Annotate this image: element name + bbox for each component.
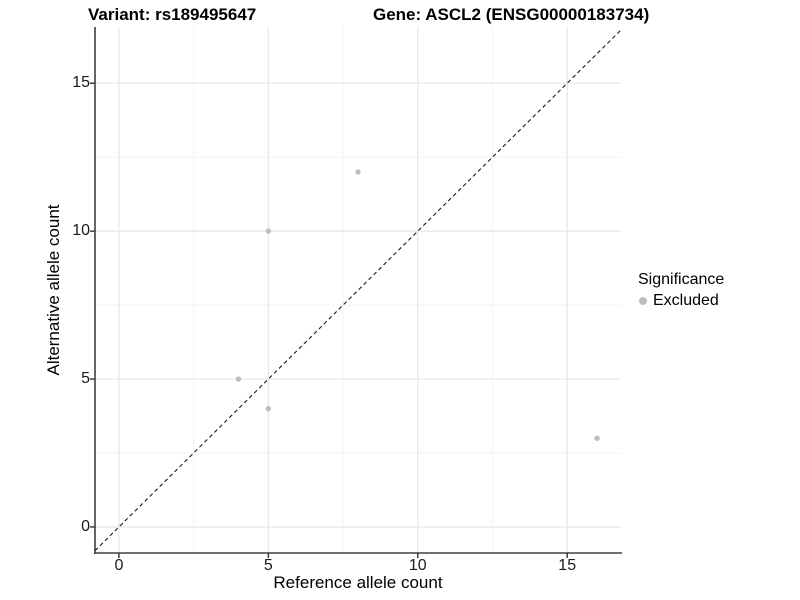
x-tick-label: 5	[263, 557, 273, 574]
data-point	[235, 376, 242, 382]
data-point	[355, 169, 361, 175]
data-point	[594, 435, 600, 441]
data-point	[265, 405, 272, 412]
y-tick-label: 5	[81, 370, 90, 388]
legend: Significance Excluded	[638, 270, 724, 310]
y-tick-label: 10	[72, 222, 90, 240]
identity-dashed-line	[94, 29, 622, 552]
y-axis-title: Alternative allele count	[44, 204, 63, 376]
y-tick-label: 0	[81, 517, 90, 535]
chart-title-gene: Gene: ASCL2 (ENSG00000183734)	[373, 5, 650, 24]
legend-point-icon	[639, 297, 647, 305]
chart-title-variant: Variant: rs189495647	[88, 5, 257, 24]
legend-title: Significance	[638, 271, 725, 288]
y-tick-label: 15	[72, 74, 90, 92]
x-tick-label: 15	[558, 557, 577, 574]
data-point	[265, 228, 272, 234]
legend-item-label: Excluded	[653, 292, 719, 309]
x-axis-title: Reference allele count	[273, 573, 443, 592]
x-tick-label: 0	[114, 557, 124, 574]
x-tick-label: 10	[408, 557, 427, 574]
legend-item-excluded: Excluded	[638, 291, 724, 310]
